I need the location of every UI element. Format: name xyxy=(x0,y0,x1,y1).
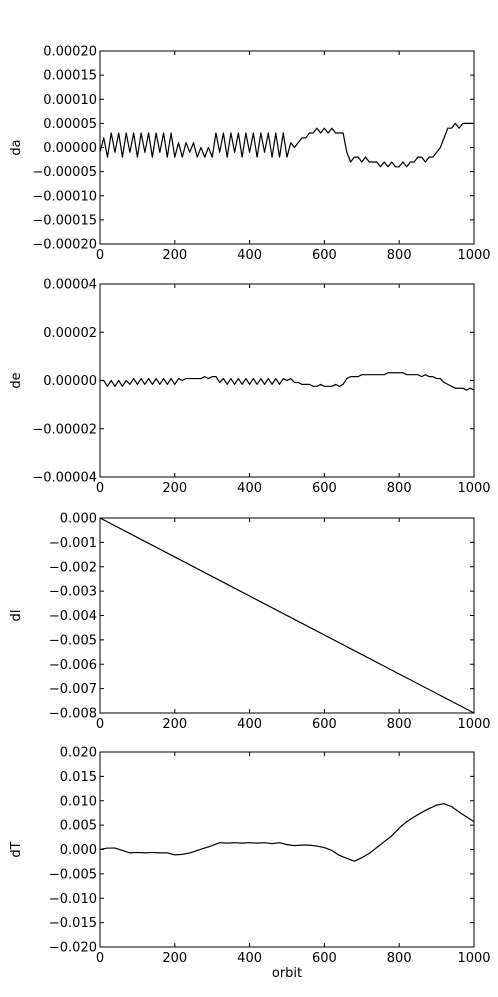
dl-x-tick-label: 800 xyxy=(387,717,412,732)
de-x-tick-label: 400 xyxy=(237,481,262,496)
da-x-tick-label: 200 xyxy=(162,248,187,263)
dT-y-tick-label: 0.020 xyxy=(60,746,97,761)
de-y-tick-label: 0.00004 xyxy=(43,278,97,293)
da-x-tick-label: 0 xyxy=(96,248,104,263)
dT-series-line xyxy=(99,803,475,862)
da-x-tick-label: 800 xyxy=(387,248,412,263)
dl-x-tick-label: 400 xyxy=(237,717,262,732)
da-y-tick-label: −0.00020 xyxy=(32,238,97,253)
de-x-tick-label: 800 xyxy=(387,481,412,496)
de-y-axis-label: de xyxy=(9,372,24,388)
panel-de: 0 200 400 600 800 1000 0.00004 0.00002 0.00000 −0… xyxy=(9,278,491,497)
dT-x-tick-label: 600 xyxy=(312,951,337,966)
dl-y-tick-label: −0.002 xyxy=(49,560,97,575)
de-y-tick-label: 0.00002 xyxy=(43,326,97,341)
dl-x-tick-label: 600 xyxy=(312,717,337,732)
dl-y-tick-label: −0.004 xyxy=(49,609,97,624)
dl-y-tick-label: −0.006 xyxy=(49,658,97,673)
panel-dT: 0 200 400 600 800 1000 0.020 0.015 0.010 0.005 0.0… xyxy=(9,746,491,982)
da-axes-frame xyxy=(99,50,475,245)
da-series-line xyxy=(99,122,474,168)
dT-y-axis-label: dT xyxy=(9,841,24,857)
panel-dl: 0 200 400 600 800 1000 0.000 −0.001 −0.002 −0.003… xyxy=(9,512,491,733)
dl-y-tick-label: −0.007 xyxy=(49,682,97,697)
dT-y-tick-label: 0.015 xyxy=(60,770,97,785)
da-y-tick-label: 0.00005 xyxy=(43,117,97,132)
de-y-tick-label: 0.00000 xyxy=(43,374,97,389)
de-x-tick-label: 0 xyxy=(96,481,104,496)
da-y-tick-label: 0.00010 xyxy=(43,93,97,108)
dl-y-axis-label: dl xyxy=(9,610,24,622)
da-x-tick-label: 1000 xyxy=(457,248,490,263)
dl-y-tick-label: 0.000 xyxy=(60,512,97,527)
da-y-tick-label: 0.00000 xyxy=(43,141,97,156)
dl-series-line xyxy=(99,517,475,714)
dT-y-tick-label: 0.010 xyxy=(60,794,97,809)
dT-y-tick-label: 0.000 xyxy=(60,843,97,858)
de-x-tick-label: 200 xyxy=(162,481,187,496)
dl-y-tick-label: −0.003 xyxy=(49,585,97,600)
dT-y-tick-label: −0.010 xyxy=(49,892,97,907)
dT-y-tick-label: 0.005 xyxy=(60,819,97,834)
dT-x-tick-label: 400 xyxy=(237,951,262,966)
dl-x-tick-label: 1000 xyxy=(457,717,490,732)
dT-x-tick-label: 1000 xyxy=(457,951,490,966)
dl-y-tick-label: −0.005 xyxy=(49,633,97,648)
dl-x-tick-label: 0 xyxy=(96,717,104,732)
dl-y-tick-label: −0.001 xyxy=(49,536,97,551)
de-x-tick-label: 1000 xyxy=(457,481,490,496)
dT-y-tick-label: −0.020 xyxy=(49,941,97,956)
de-x-tick-label: 600 xyxy=(312,481,337,496)
dl-y-tick-label: −0.008 xyxy=(49,707,97,722)
da-x-tick-label: 400 xyxy=(237,248,262,263)
dT-x-tick-label: 800 xyxy=(387,951,412,966)
da-y-tick-label: −0.00005 xyxy=(32,165,97,180)
dT-x-axis-label: orbit xyxy=(272,966,302,981)
da-x-tick-label: 600 xyxy=(312,248,337,263)
dT-x-tick-label: 200 xyxy=(162,951,187,966)
dT-axes-frame xyxy=(99,751,475,948)
de-series-line xyxy=(100,372,475,391)
da-y-tick-label: 0.00015 xyxy=(43,69,97,84)
dT-y-tick-label: −0.005 xyxy=(49,867,97,882)
da-y-tick-label: −0.00010 xyxy=(32,189,97,204)
dT-y-tick-label: −0.015 xyxy=(49,916,97,931)
de-y-tick-label: −0.00004 xyxy=(32,471,97,486)
da-y-tick-label: 0.00020 xyxy=(43,45,97,60)
dl-x-tick-label: 200 xyxy=(162,717,187,732)
de-y-tick-label: −0.00002 xyxy=(32,422,97,437)
panel-da: 0 200 400 600 800 1000 0.00020 0.00015 0.00010 0.… xyxy=(9,45,491,264)
da-y-axis-label: da xyxy=(9,139,24,155)
dT-x-tick-label: 0 xyxy=(96,951,104,966)
da-y-tick-label: −0.00015 xyxy=(32,213,97,228)
